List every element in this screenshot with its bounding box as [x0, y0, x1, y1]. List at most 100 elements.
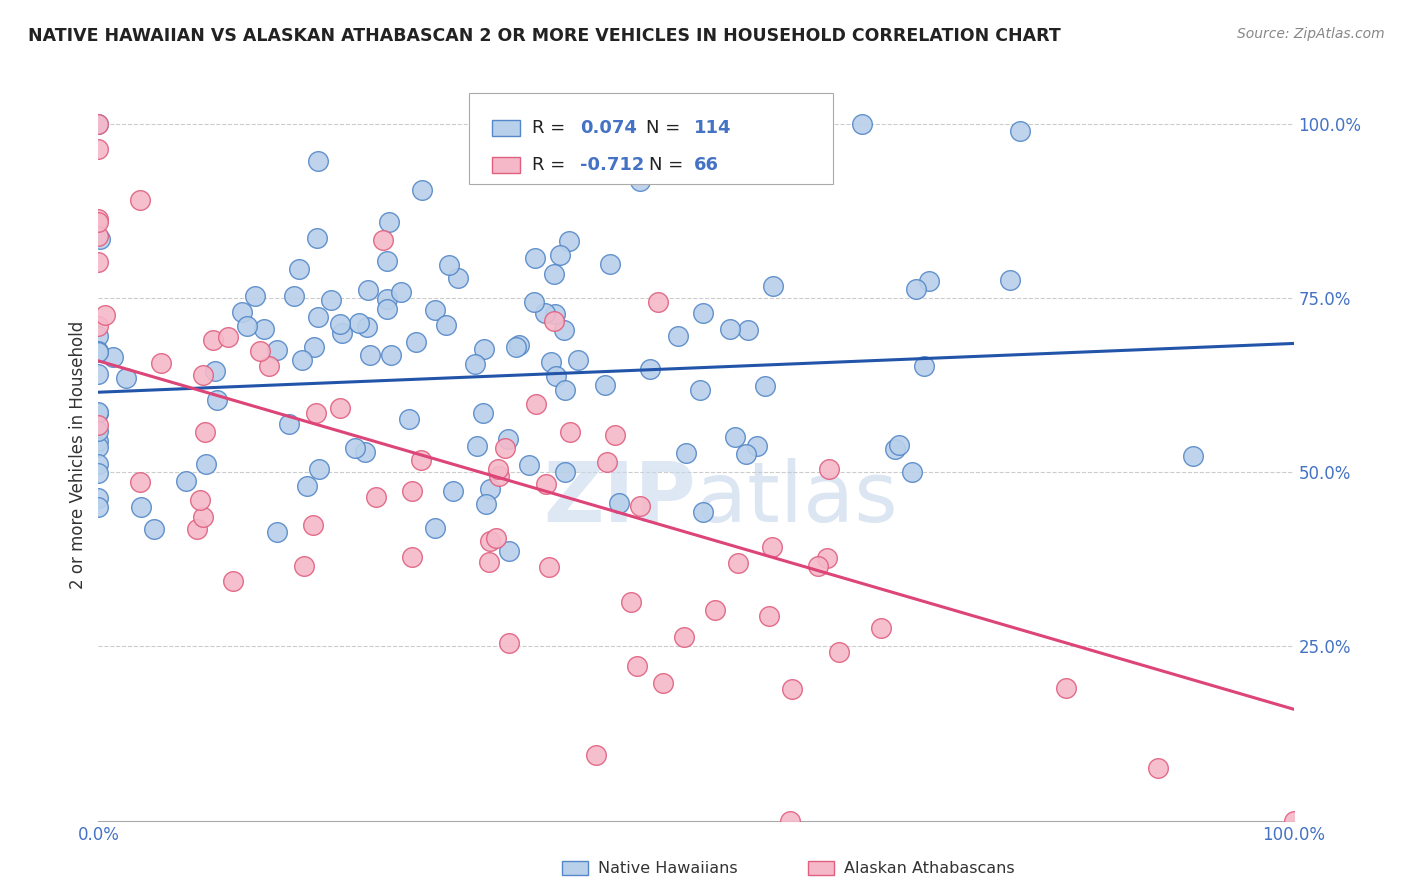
- Point: [1010, 124, 1032, 138]
- Point: [543, 314, 565, 328]
- Point: [918, 274, 941, 288]
- Point: [89, 231, 111, 245]
- Point: [253, 322, 276, 336]
- Point: [675, 446, 697, 460]
- Point: [87, 211, 110, 226]
- Point: [628, 500, 651, 514]
- Point: [375, 254, 398, 268]
- Point: [479, 483, 502, 497]
- Point: [534, 477, 557, 491]
- Point: [901, 466, 924, 480]
- Point: [475, 497, 498, 511]
- Point: [553, 323, 575, 337]
- Point: [330, 326, 353, 341]
- Text: Native Hawaiians: Native Hawaiians: [598, 862, 737, 876]
- Point: [607, 496, 630, 510]
- Point: [626, 658, 648, 673]
- Point: [762, 278, 785, 293]
- Point: [87, 491, 110, 505]
- Point: [640, 362, 662, 376]
- Point: [523, 251, 546, 265]
- Point: [207, 392, 229, 407]
- Point: [87, 142, 110, 156]
- Text: -0.712: -0.712: [581, 156, 644, 175]
- Point: [485, 531, 508, 545]
- Point: [150, 356, 173, 370]
- Point: [375, 302, 398, 317]
- Point: [371, 234, 394, 248]
- Point: [329, 317, 352, 331]
- Point: [266, 343, 288, 357]
- Point: [292, 559, 315, 574]
- Point: [87, 405, 110, 419]
- Point: [905, 282, 928, 296]
- Text: Source: ZipAtlas.com: Source: ZipAtlas.com: [1237, 27, 1385, 41]
- Point: [505, 339, 527, 353]
- Point: [558, 234, 581, 248]
- Point: [278, 417, 301, 431]
- Point: [231, 305, 253, 319]
- Point: [605, 428, 627, 442]
- Point: [720, 322, 742, 336]
- Point: [188, 492, 211, 507]
- Point: [620, 595, 643, 609]
- Point: [411, 183, 433, 197]
- Text: ZIP: ZIP: [544, 458, 696, 540]
- Point: [423, 521, 446, 535]
- Point: [471, 406, 494, 420]
- Point: [672, 630, 695, 644]
- Point: [174, 474, 197, 488]
- Point: [689, 383, 711, 397]
- Point: [817, 462, 839, 476]
- Point: [204, 364, 226, 378]
- Point: [807, 558, 830, 573]
- Point: [380, 349, 402, 363]
- Point: [321, 293, 343, 307]
- Point: [398, 412, 420, 426]
- Point: [366, 491, 388, 505]
- Point: [628, 174, 651, 188]
- Point: [1054, 681, 1077, 696]
- Point: [651, 676, 673, 690]
- Point: [143, 522, 166, 536]
- Point: [437, 258, 460, 272]
- Point: [87, 467, 110, 481]
- Point: [1282, 814, 1305, 828]
- Point: [87, 318, 110, 333]
- Bar: [492, 157, 520, 172]
- Point: [496, 432, 519, 446]
- Point: [243, 289, 266, 303]
- Point: [356, 319, 378, 334]
- Point: [441, 483, 464, 498]
- Point: [129, 194, 152, 208]
- Point: [544, 306, 567, 320]
- Point: [745, 439, 768, 453]
- Point: [217, 330, 239, 344]
- Point: [353, 445, 375, 459]
- Point: [401, 484, 423, 499]
- Point: [523, 294, 546, 309]
- Point: [692, 505, 714, 519]
- Point: [494, 441, 516, 455]
- Point: [87, 228, 110, 243]
- Point: [194, 425, 217, 440]
- Point: [287, 262, 309, 277]
- Point: [128, 475, 150, 490]
- Point: [425, 303, 447, 318]
- Point: [870, 621, 893, 635]
- Point: [548, 248, 571, 262]
- Point: [87, 406, 110, 420]
- Point: [186, 522, 208, 536]
- Point: [305, 407, 328, 421]
- Point: [595, 378, 617, 392]
- Point: [222, 574, 245, 589]
- Point: [301, 517, 323, 532]
- Point: [464, 357, 486, 371]
- Point: [596, 455, 619, 469]
- Point: [543, 268, 565, 282]
- Point: [703, 603, 725, 617]
- Point: [391, 285, 413, 299]
- Text: 66: 66: [693, 156, 718, 175]
- Y-axis label: 2 or more Vehicles in Household: 2 or more Vehicles in Household: [69, 321, 87, 589]
- Point: [378, 214, 401, 228]
